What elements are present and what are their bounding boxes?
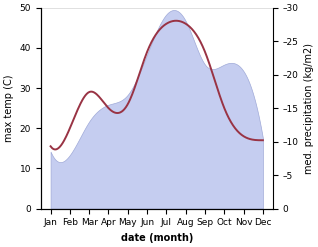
- X-axis label: date (month): date (month): [121, 233, 193, 243]
- Y-axis label: max temp (C): max temp (C): [4, 74, 14, 142]
- Y-axis label: med. precipitation (kg/m2): med. precipitation (kg/m2): [304, 43, 314, 174]
